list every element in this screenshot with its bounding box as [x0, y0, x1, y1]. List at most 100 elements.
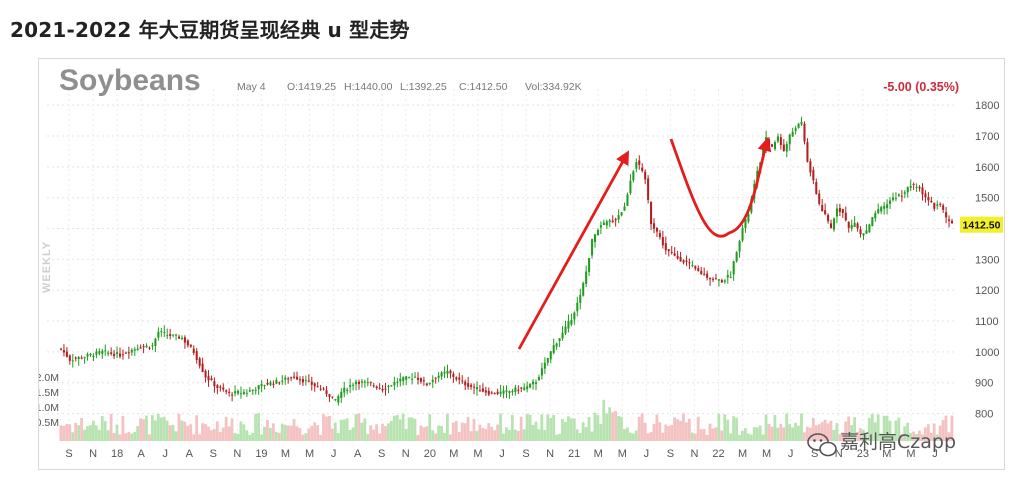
candle-240 — [768, 139, 771, 146]
candle-263 — [835, 208, 838, 217]
candle-195 — [635, 162, 638, 169]
candle-209 — [676, 255, 679, 259]
volume-bar-219 — [705, 434, 709, 441]
volume-bar-206 — [667, 425, 671, 441]
y-tick-1700: 1700 — [975, 131, 999, 143]
volume-bar-135 — [457, 432, 461, 441]
candle-277 — [877, 209, 880, 214]
candle-140 — [473, 386, 476, 388]
period-label: WEEKLY — [41, 241, 53, 293]
volume-bar-48 — [201, 423, 204, 441]
volume-bar-277 — [876, 414, 880, 441]
candle-74 — [278, 382, 281, 384]
volume-bar-189 — [617, 415, 620, 441]
volume-bar-107 — [375, 424, 379, 441]
candle-292 — [921, 187, 924, 195]
volume-bar-39 — [174, 431, 178, 441]
candle-143 — [481, 388, 484, 392]
volume-bar-240 — [767, 423, 771, 441]
candle-231 — [741, 228, 744, 241]
candle-161 — [534, 382, 538, 385]
volume-bar-276 — [873, 422, 877, 441]
volume-bar-36 — [165, 420, 169, 441]
volume-bar-113 — [392, 415, 396, 441]
candle-228 — [732, 261, 735, 275]
candle-67 — [257, 385, 260, 390]
candle-276 — [874, 213, 877, 219]
candle-19 — [116, 352, 119, 355]
candle-258 — [821, 204, 824, 211]
candle-85 — [310, 381, 313, 385]
x-tick-11: J — [331, 448, 337, 460]
x-tick-30: J — [788, 448, 794, 460]
candle-114 — [396, 381, 399, 383]
candle-146 — [490, 392, 493, 394]
volume-bar-176 — [578, 432, 582, 441]
low-label: L:1392.25 — [400, 81, 447, 93]
candle-270 — [856, 223, 859, 229]
candle-112 — [390, 385, 393, 387]
volume-bar-207 — [670, 424, 674, 441]
candle-128 — [437, 375, 440, 378]
volume-bar-80 — [295, 426, 299, 441]
candle-0 — [59, 348, 63, 350]
volume-bar-21 — [121, 415, 125, 441]
candle-29 — [145, 345, 148, 348]
candle-219 — [706, 273, 709, 278]
candle-108 — [378, 387, 381, 389]
volume-bar-168 — [555, 434, 558, 441]
volume-bar-245 — [782, 427, 786, 441]
volume-bar-204 — [661, 432, 665, 441]
candle-244 — [779, 137, 782, 146]
volume-bar-298 — [938, 425, 942, 441]
volume-bar-35 — [162, 416, 166, 441]
volume-bar-248 — [791, 427, 795, 441]
candle-107 — [375, 386, 378, 389]
candle-65 — [251, 389, 254, 391]
candle-92 — [331, 396, 334, 398]
volume-bar-239 — [764, 414, 768, 441]
candle-178 — [585, 271, 588, 284]
candle-31 — [151, 345, 154, 347]
candle-302 — [950, 220, 954, 224]
candle-281 — [889, 200, 892, 204]
volume-bar-249 — [794, 422, 797, 441]
volume-bar-31 — [150, 415, 154, 441]
volume-bar-16 — [106, 430, 110, 441]
rising-arrow — [517, 150, 630, 350]
candle-80 — [295, 376, 299, 380]
candle-289 — [912, 183, 915, 185]
volume-bar-67 — [257, 413, 260, 441]
candle-282 — [891, 197, 895, 200]
candle-159 — [529, 383, 532, 388]
volume-bar-0 — [59, 425, 63, 441]
volume-bar-3 — [68, 424, 72, 441]
candle-27 — [139, 347, 142, 349]
volume-bar-94 — [336, 432, 340, 441]
candle-254 — [809, 161, 812, 173]
volume-bar-15 — [103, 420, 107, 441]
candle-79 — [293, 376, 296, 378]
candle-113 — [393, 382, 396, 386]
candle-205 — [664, 243, 667, 251]
candle-193 — [629, 180, 632, 193]
candle-12 — [95, 351, 98, 355]
candle-61 — [239, 393, 243, 395]
axes: 8009001000110012001300140015001600170018… — [39, 64, 1003, 460]
x-tick-36: J — [932, 448, 938, 460]
change-label: -5.00 (0.35%) — [883, 80, 959, 94]
volume-bar-188 — [614, 410, 617, 441]
volume-bar-294 — [926, 424, 930, 441]
y-tick-1300: 1300 — [975, 254, 999, 266]
volume-bar-283 — [894, 420, 898, 441]
candle-17 — [110, 352, 113, 354]
volume-bar-115 — [398, 419, 402, 441]
candle-298 — [939, 203, 942, 205]
candle-217 — [700, 270, 703, 275]
volume-bar-299 — [941, 420, 945, 441]
volume-bar-34 — [159, 417, 163, 441]
volume-bar-300 — [944, 415, 948, 441]
volume-bar-231 — [741, 430, 744, 441]
volume-bar-62 — [242, 424, 246, 441]
candle-3 — [68, 355, 71, 361]
